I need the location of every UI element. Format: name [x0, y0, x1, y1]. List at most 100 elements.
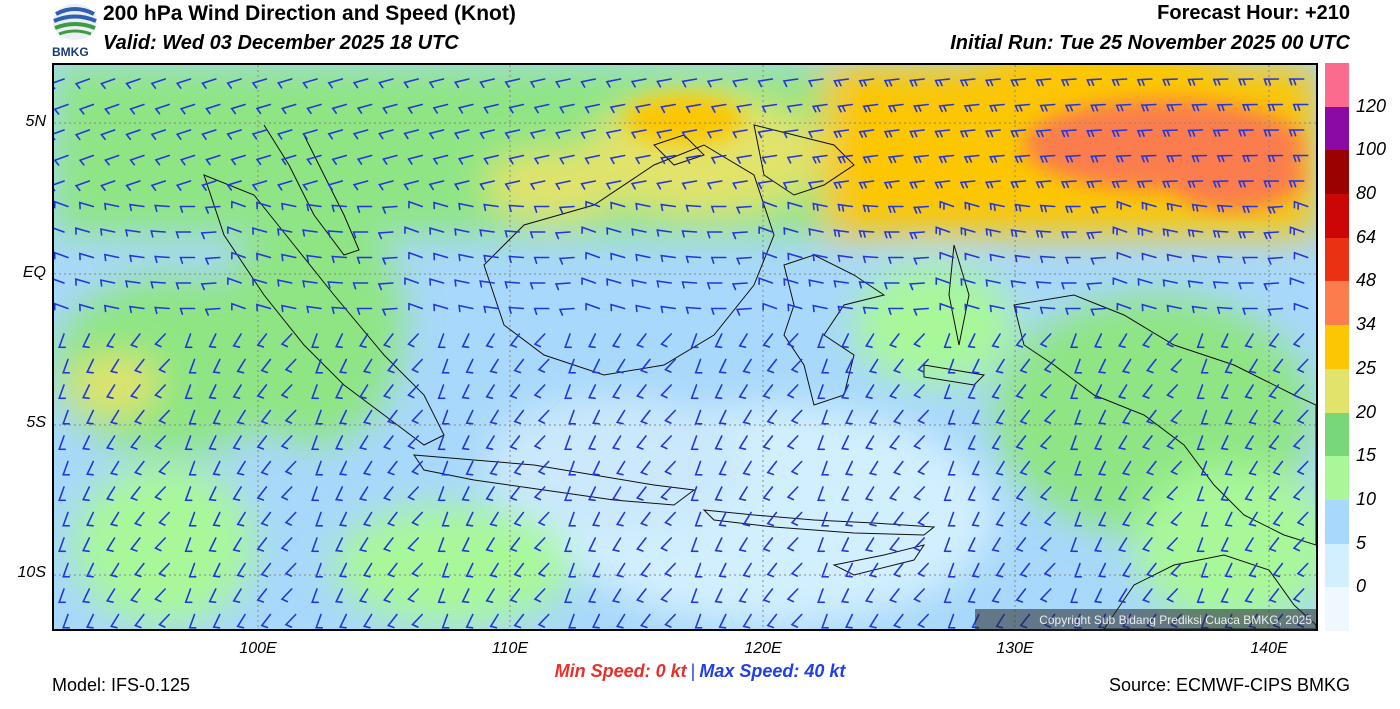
wind-barb: [1289, 277, 1305, 285]
wind-barb: [991, 435, 1001, 450]
wind-barb: [1141, 333, 1153, 348]
wind-barb: [58, 588, 66, 604]
wind-barb: [433, 303, 449, 312]
wind-barb: [489, 409, 499, 425]
wind-barb: [1014, 305, 1031, 314]
wind-barb: [991, 384, 1001, 399]
wind-barb: [154, 154, 170, 166]
wind-barb: [1093, 333, 1103, 349]
wind-barb: [1141, 537, 1153, 552]
wind-barb: [913, 435, 925, 450]
wind-barb: [1121, 460, 1132, 476]
wind-barb: [74, 129, 91, 141]
wind-barb: [533, 333, 546, 348]
wind-barb: [1196, 537, 1205, 553]
wind-barb: [105, 384, 116, 399]
wind-barb: [554, 231, 571, 240]
wind-barb: [184, 486, 193, 502]
wind-barb: [362, 358, 373, 374]
wind-barb: [685, 306, 702, 315]
wind-barb: [407, 537, 419, 552]
wind-barb: [995, 511, 1005, 527]
max-speed: Max Speed: 40 kt: [699, 661, 846, 681]
wind-barb: [1117, 333, 1128, 348]
wind-barb: [1043, 358, 1056, 373]
wind-barb: [1035, 129, 1052, 138]
wind-barb: [917, 613, 929, 628]
wind-barb: [1039, 333, 1052, 348]
wind-barb: [964, 252, 980, 261]
wind-barb: [1196, 435, 1205, 451]
wind-barb: [660, 588, 672, 603]
wind-barb: [280, 435, 293, 450]
wind-barb: [605, 129, 622, 139]
wind-barb: [864, 384, 875, 399]
wind-barb: [732, 180, 748, 190]
wind-barb: [256, 435, 268, 450]
wind-barb: [1196, 588, 1205, 604]
wind-barb: [783, 227, 799, 235]
wind-barb: [85, 613, 95, 629]
wind-barb: [1074, 562, 1082, 578]
wind-barb: [256, 588, 268, 603]
wind-barb: [1039, 103, 1056, 112]
wind-barb: [1136, 180, 1153, 189]
wind-barb: [284, 511, 297, 526]
colorbar-label: 5: [1356, 532, 1367, 553]
wind-barb: [971, 511, 980, 527]
wind-barb: [331, 255, 348, 264]
wind-barb: [635, 253, 651, 262]
wind-barb: [587, 537, 597, 553]
wind-barb: [125, 180, 141, 192]
wind-barb: [479, 180, 495, 191]
wind-barb: [485, 435, 495, 450]
wind-barb: [1296, 562, 1309, 577]
wind-barb: [786, 154, 803, 164]
wind-barb: [584, 154, 601, 165]
wind-barb: [1244, 588, 1254, 603]
wind-barb: [943, 588, 952, 604]
wind-barb: [533, 435, 546, 450]
wind-barb: [833, 280, 850, 288]
wind-barb: [738, 588, 748, 603]
lon-label-130e: 130E: [996, 640, 1034, 657]
wind-barb: [465, 358, 474, 374]
wind-barb: [1162, 78, 1178, 86]
wind-barb: [1263, 180, 1280, 188]
wind-barb: [587, 588, 597, 604]
wind-barb: [1200, 460, 1209, 476]
min-speed: Min Speed: 0 kt: [554, 661, 687, 681]
wind-barb: [260, 460, 272, 476]
wind-barb: [913, 486, 925, 501]
wind-barb: [1267, 307, 1284, 316]
wind-barb: [1224, 358, 1233, 374]
wind-barb: [338, 562, 348, 578]
wind-barb: [485, 486, 495, 501]
wind-barb: [105, 537, 116, 552]
wind-barb: [1220, 588, 1229, 604]
wind-barb: [635, 537, 647, 552]
wind-barb: [766, 562, 778, 578]
wind-barb: [1288, 180, 1305, 188]
wind-barb: [1039, 306, 1056, 315]
wind-barb: [634, 103, 651, 114]
wind-barb: [1115, 103, 1132, 112]
wind-barb: [129, 384, 141, 399]
wind-barb: [714, 588, 723, 604]
wind-barb: [909, 231, 925, 240]
wind-barb: [947, 358, 956, 374]
wind-barb: [483, 203, 499, 212]
wind-barb: [327, 230, 344, 238]
wind-barb: [939, 251, 955, 260]
wind-barb: [833, 229, 850, 238]
wind-barb: [1244, 435, 1254, 450]
wind-barb: [485, 384, 495, 399]
wind-barb: [710, 256, 727, 264]
wind-barb: [280, 333, 293, 348]
wind-barb: [989, 154, 1005, 163]
wind-barb: [260, 409, 272, 425]
graticule: [54, 65, 1316, 629]
wind-barb: [403, 129, 419, 140]
wind-barb: [533, 384, 546, 399]
wind-barb: [1060, 129, 1077, 138]
